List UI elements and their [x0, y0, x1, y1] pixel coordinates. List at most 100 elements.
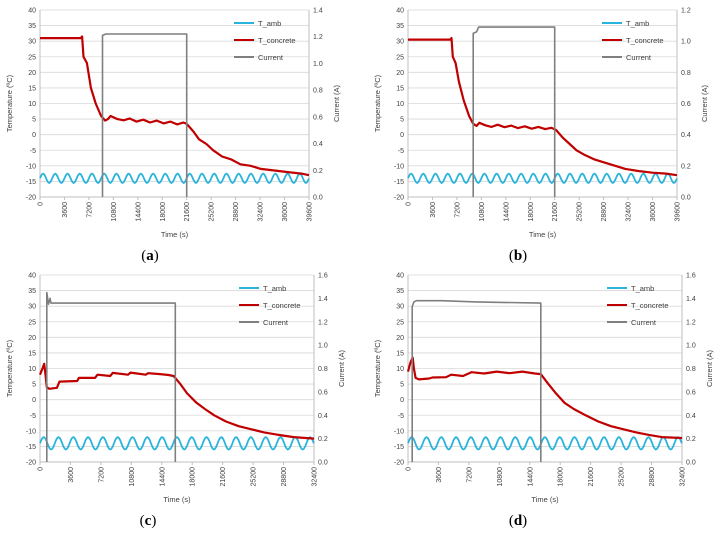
x-tick-label: 18000 — [528, 202, 535, 222]
x-tick-label: 25200 — [209, 202, 216, 222]
panel-caption-letter: a — [146, 248, 154, 264]
y2-tick-label: 0.8 — [686, 366, 696, 373]
y-axis-title: Temperature (ºC) — [373, 74, 382, 132]
y-tick-label: 25 — [28, 54, 36, 61]
y-tick-label: -15 — [394, 179, 404, 186]
series-line-t-concrete — [40, 35, 310, 177]
y2-tick-label: 0.4 — [681, 132, 691, 139]
x-tick-label: 10800 — [479, 202, 486, 222]
legend-entry: T_amb — [626, 19, 649, 28]
y-tick-label: -5 — [30, 413, 36, 420]
x-tick-label: 18000 — [160, 202, 167, 222]
x-tick-label: 3600 — [62, 202, 69, 218]
legend-entry: T_concrete — [263, 301, 301, 310]
legend-entry: T_concrete — [631, 301, 669, 310]
y2-tick-label: 0.0 — [313, 195, 323, 202]
panel-caption: (c) — [140, 513, 157, 529]
x-tick-label: 14400 — [135, 202, 142, 222]
x-tick-label: 32400 — [680, 467, 687, 487]
y-tick-label: 25 — [396, 54, 404, 61]
y2-axis-title: Current (A) — [705, 349, 714, 387]
y2-tick-label: 0.0 — [686, 460, 696, 467]
y-tick-label: 20 — [396, 70, 404, 77]
chart-b: -20 -15 -10 -5 0 5 10 15 20 25 30 35 40 0.0 0.2 0.4 0.6 0… — [373, 8, 709, 265]
y-tick-label: 35 — [396, 23, 404, 30]
x-axis-title: Time (s) — [161, 230, 189, 239]
y-tick-label: 10 — [28, 101, 36, 108]
y-tick-label: -20 — [26, 460, 36, 467]
panel-caption: (d) — [509, 513, 527, 529]
y2-tick-label: 1.0 — [681, 39, 691, 46]
x-tick-label: 28800 — [649, 467, 656, 487]
y-axis-title: Temperature (ºC) — [373, 339, 382, 397]
y-axis-title: Temperature (ºC) — [5, 339, 14, 397]
y-tick-label: 5 — [400, 117, 404, 124]
series-line-t-concrete — [408, 37, 678, 177]
y2-tick-label: 0.6 — [681, 101, 691, 108]
x-tick-label: 21600 — [220, 467, 227, 487]
y2-tick-label: 0.4 — [318, 413, 328, 420]
x-tick-label: 36000 — [650, 202, 657, 222]
y-tick-label: 25 — [28, 319, 36, 326]
x-tick-label: 3600 — [430, 202, 437, 218]
y-tick-label: -10 — [394, 428, 404, 435]
series-line-t-amb — [39, 172, 310, 184]
y2-tick-label: 1.2 — [681, 8, 691, 15]
panel-caption: (a) — [141, 248, 159, 264]
x-tick-label: 0 — [38, 467, 45, 471]
x-tick-label: 39600 — [307, 202, 314, 222]
y-tick-label: 40 — [28, 273, 36, 280]
y-tick-label: 0 — [400, 132, 404, 139]
y2-tick-label: 0.4 — [686, 413, 696, 420]
y-tick-label: 30 — [396, 39, 404, 46]
legend-entry: T_amb — [631, 284, 654, 293]
chart-d: -20 -15 -10 -5 0 5 10 15 20 25 30 35 40 0.0 0.2 0.4 0.6 0… — [373, 273, 714, 530]
y-tick-label: 15 — [28, 85, 36, 92]
series-line-current — [411, 299, 542, 462]
x-tick-label: 0 — [38, 202, 45, 206]
y2-tick-label: 0.2 — [681, 163, 691, 170]
y-tick-label: -15 — [26, 179, 36, 186]
x-tick-label: 28800 — [233, 202, 240, 222]
x-tick-label: 7200 — [98, 467, 105, 483]
panel-caption-letter: d — [514, 513, 523, 529]
y2-tick-label: 1.4 — [686, 296, 696, 303]
y2-tick-label: 1.0 — [686, 343, 696, 350]
y2-tick-label: 0.4 — [313, 141, 323, 148]
y-tick-label: -20 — [26, 195, 36, 202]
y2-tick-label: 0.8 — [318, 366, 328, 373]
x-tick-label: 18000 — [190, 467, 197, 487]
x-tick-label: 18000 — [558, 467, 565, 487]
y2-tick-label: 1.6 — [318, 273, 328, 280]
y2-tick-label: 0.0 — [681, 195, 691, 202]
series-line-t-amb — [407, 436, 683, 451]
x-tick-label: 14400 — [159, 467, 166, 487]
y-tick-label: -5 — [398, 413, 404, 420]
y2-tick-label: 0.2 — [686, 436, 696, 443]
x-tick-label: 10800 — [129, 467, 136, 487]
y-tick-label: 35 — [28, 288, 36, 295]
x-tick-label: 32400 — [312, 467, 319, 487]
y-tick-label: 15 — [396, 350, 404, 357]
x-tick-label: 14400 — [503, 202, 510, 222]
y-axis-title: Temperature (ºC) — [5, 74, 14, 132]
y-tick-label: -5 — [30, 148, 36, 155]
legend-entry: Current — [626, 53, 652, 62]
panel-caption-letter: b — [514, 248, 522, 264]
y-tick-label: 35 — [28, 23, 36, 30]
x-axis-title: Time (s) — [531, 495, 559, 504]
panel-caption-letter: c — [145, 513, 152, 529]
y-tick-label: -10 — [394, 163, 404, 170]
y-tick-label: -5 — [398, 148, 404, 155]
x-tick-label: 28800 — [281, 467, 288, 487]
y2-axis-title: Current (A) — [337, 349, 346, 387]
y-tick-label: -20 — [394, 460, 404, 467]
y-tick-label: 20 — [396, 335, 404, 342]
x-tick-label: 25200 — [251, 467, 258, 487]
x-tick-label: 21600 — [184, 202, 191, 222]
x-axis-title: Time (s) — [529, 230, 557, 239]
y2-tick-label: 0.6 — [313, 114, 323, 121]
y2-tick-label: 0.8 — [313, 88, 323, 95]
series-line-t-amb — [407, 172, 678, 184]
